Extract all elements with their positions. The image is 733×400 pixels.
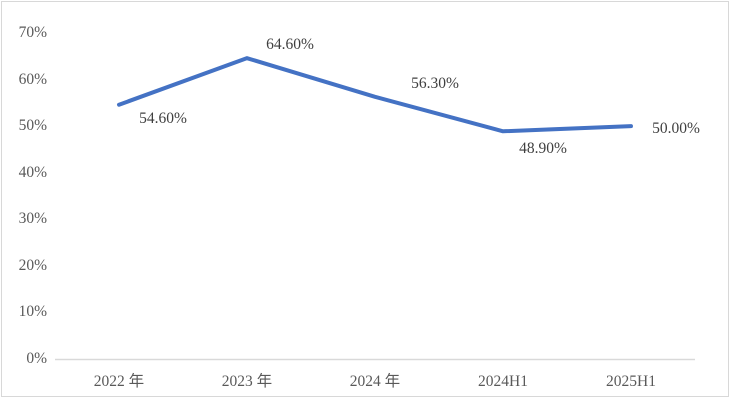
y-axis-tick-label: 60% xyxy=(18,70,47,88)
x-axis-category-label: 2025H1 xyxy=(606,373,656,390)
x-axis-category-label: 2024H1 xyxy=(478,373,528,390)
data-point-label: 54.60% xyxy=(139,109,187,127)
y-axis-tick-label: 50% xyxy=(18,117,47,135)
x-axis-category-label: 2024 年 xyxy=(349,373,401,390)
y-axis-tick-label: 0% xyxy=(26,350,47,367)
x-axis-category-label: 2022 年 xyxy=(93,373,145,390)
y-axis-tick-label: 20% xyxy=(18,256,47,274)
data-point-label: 64.60% xyxy=(266,36,314,54)
series-line xyxy=(117,56,633,134)
data-point-label: 48.90% xyxy=(519,140,567,158)
data-point-label: 56.30% xyxy=(411,74,459,92)
data-point-label: 50.00% xyxy=(652,120,700,138)
y-axis-tick-label: 70% xyxy=(18,24,47,41)
y-axis-tick-label: 10% xyxy=(18,303,47,321)
y-axis-tick-label: 30% xyxy=(18,210,47,228)
x-axis-category-label: 2023 年 xyxy=(221,373,273,390)
y-axis-tick-label: 40% xyxy=(18,163,47,181)
